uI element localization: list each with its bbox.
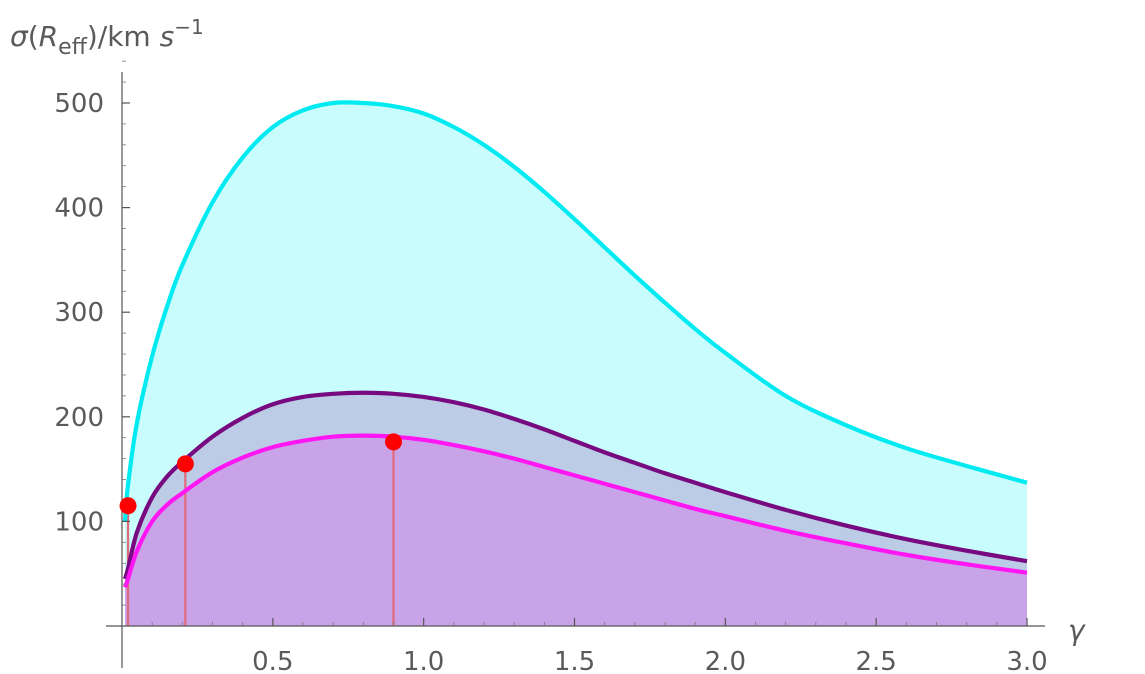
x-tick-label: 2.0 [705,647,746,674]
series-line-3 [123,433,1028,589]
x-axis-label: γ [1068,614,1086,647]
data-point-1 [119,497,137,515]
series-curves [122,100,1028,589]
data-point-2 [176,455,194,473]
axes [106,72,1045,668]
series-line-1 [122,100,1028,522]
data-point-3 [385,433,402,451]
y-tick-label: 200 [54,403,104,433]
x-tick-label: 3.0 [1006,647,1047,674]
series-fill-3 [125,435,1027,626]
series-line-2 [123,390,1028,580]
ticks: 0.5 1.0 1.5 2.0 2.5 3.0 100 200 300 400 500 [54,60,1048,674]
y-tick-label: 100 [54,507,104,537]
x-tick-label: 0.5 [252,647,293,674]
y-tick-label: 300 [54,298,104,328]
x-tick-label: 2.5 [855,647,896,674]
x-tick-label: 1.5 [554,647,595,674]
area-fills [125,102,1027,626]
y-axis-label: σ(Reff)/km s−1 [10,15,204,60]
y-tick-label: 500 [54,89,104,119]
data-points [119,433,402,515]
x-tick-label: 1.0 [403,647,444,674]
y-tick-label: 400 [54,194,104,224]
